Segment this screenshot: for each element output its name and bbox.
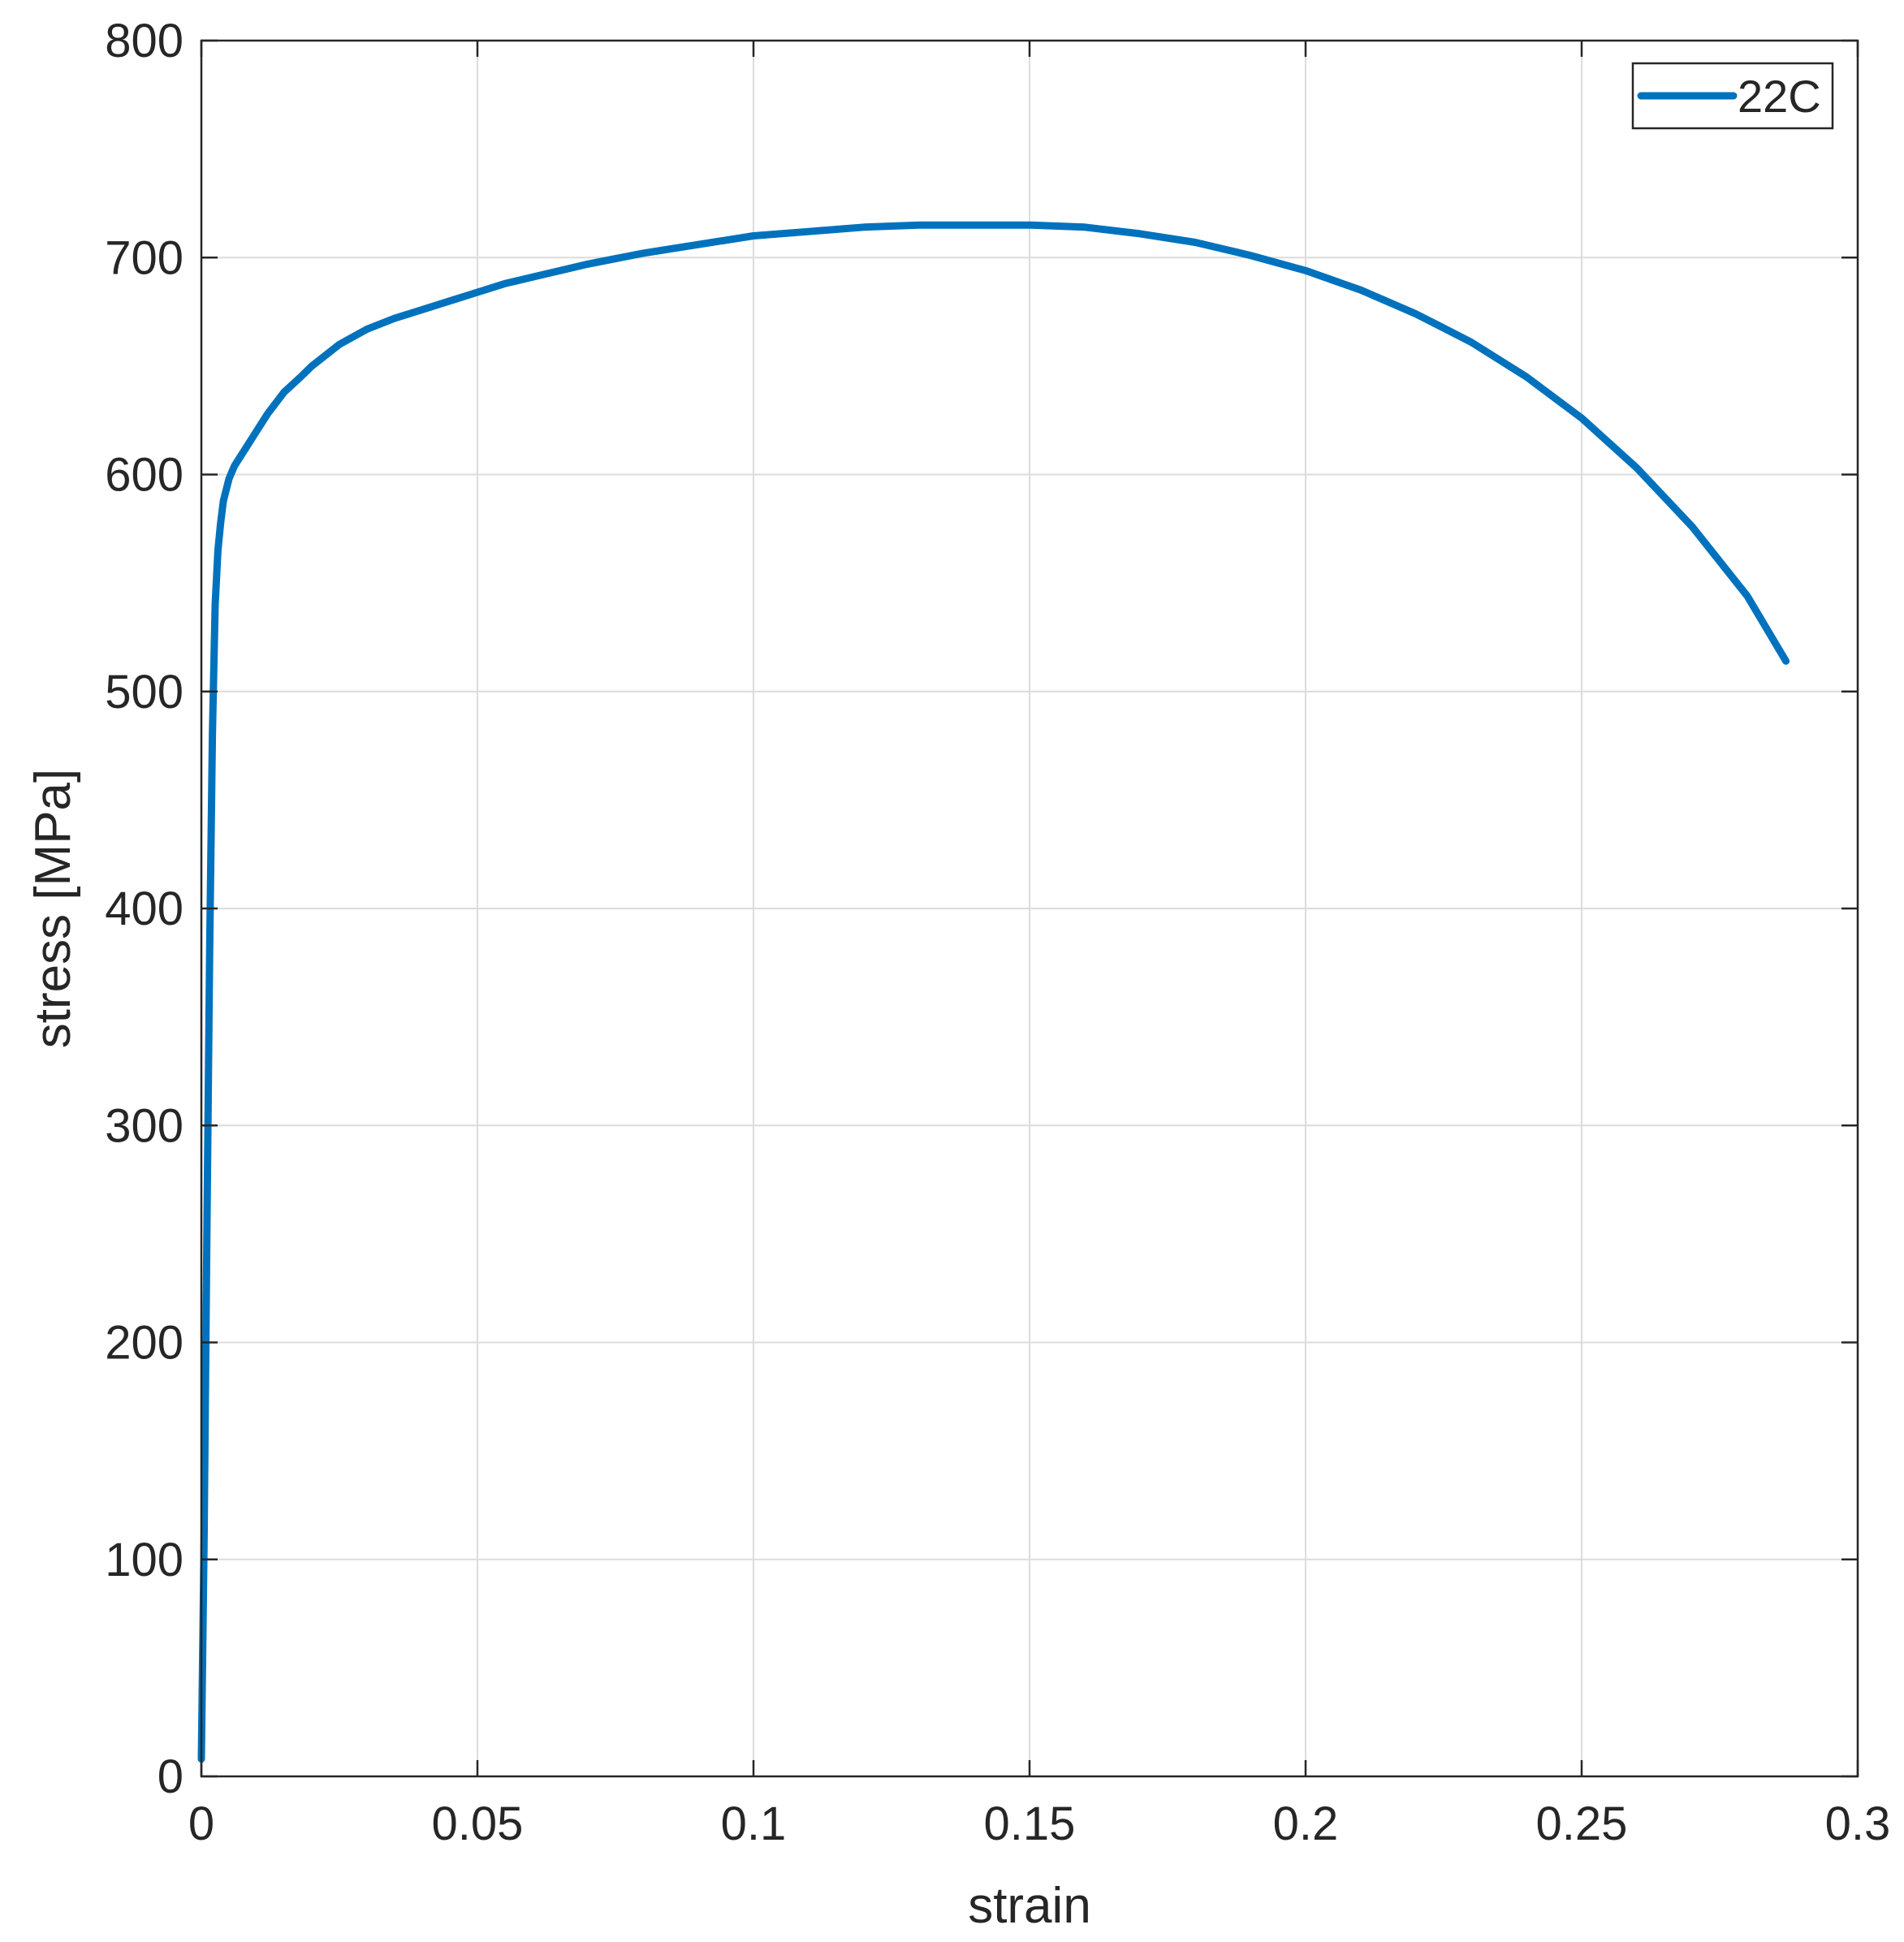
y-tick-label: 0: [158, 1750, 183, 1803]
y-tick-label: 600: [105, 449, 183, 502]
y-tick-label: 300: [105, 1099, 183, 1152]
legend-label: 22C: [1738, 71, 1821, 122]
y-tick-label: 700: [105, 231, 183, 284]
y-tick-label: 800: [105, 15, 183, 67]
y-axis-label: stress [MPa]: [25, 769, 81, 1049]
y-tick-label: 400: [105, 883, 183, 935]
x-axis-label: strain: [968, 1878, 1091, 1934]
x-tick-label: 0.2: [1273, 1797, 1339, 1850]
x-tick-label: 0.25: [1536, 1797, 1628, 1850]
legend: 22C: [1631, 62, 1834, 130]
x-tick-label: 0.3: [1825, 1797, 1891, 1850]
y-tick-label: 200: [105, 1317, 183, 1370]
y-tick-label: 100: [105, 1534, 183, 1586]
series-line-22c: [197, 221, 1790, 1763]
tick-labels: 0 0.05 0.1 0.15 0.2 0.25 0.3 0 100 200 300 400 500 60…: [105, 15, 1890, 1850]
x-tick-label: 0.1: [721, 1797, 787, 1850]
x-tick-label: 0.05: [432, 1797, 524, 1850]
grid: [201, 41, 1858, 1776]
x-tick-label: 0: [188, 1797, 214, 1850]
series-layer: [197, 221, 1790, 1763]
y-tick-label: 500: [105, 666, 183, 719]
ticks: [200, 39, 1859, 1778]
x-tick-label: 0.15: [984, 1797, 1076, 1850]
